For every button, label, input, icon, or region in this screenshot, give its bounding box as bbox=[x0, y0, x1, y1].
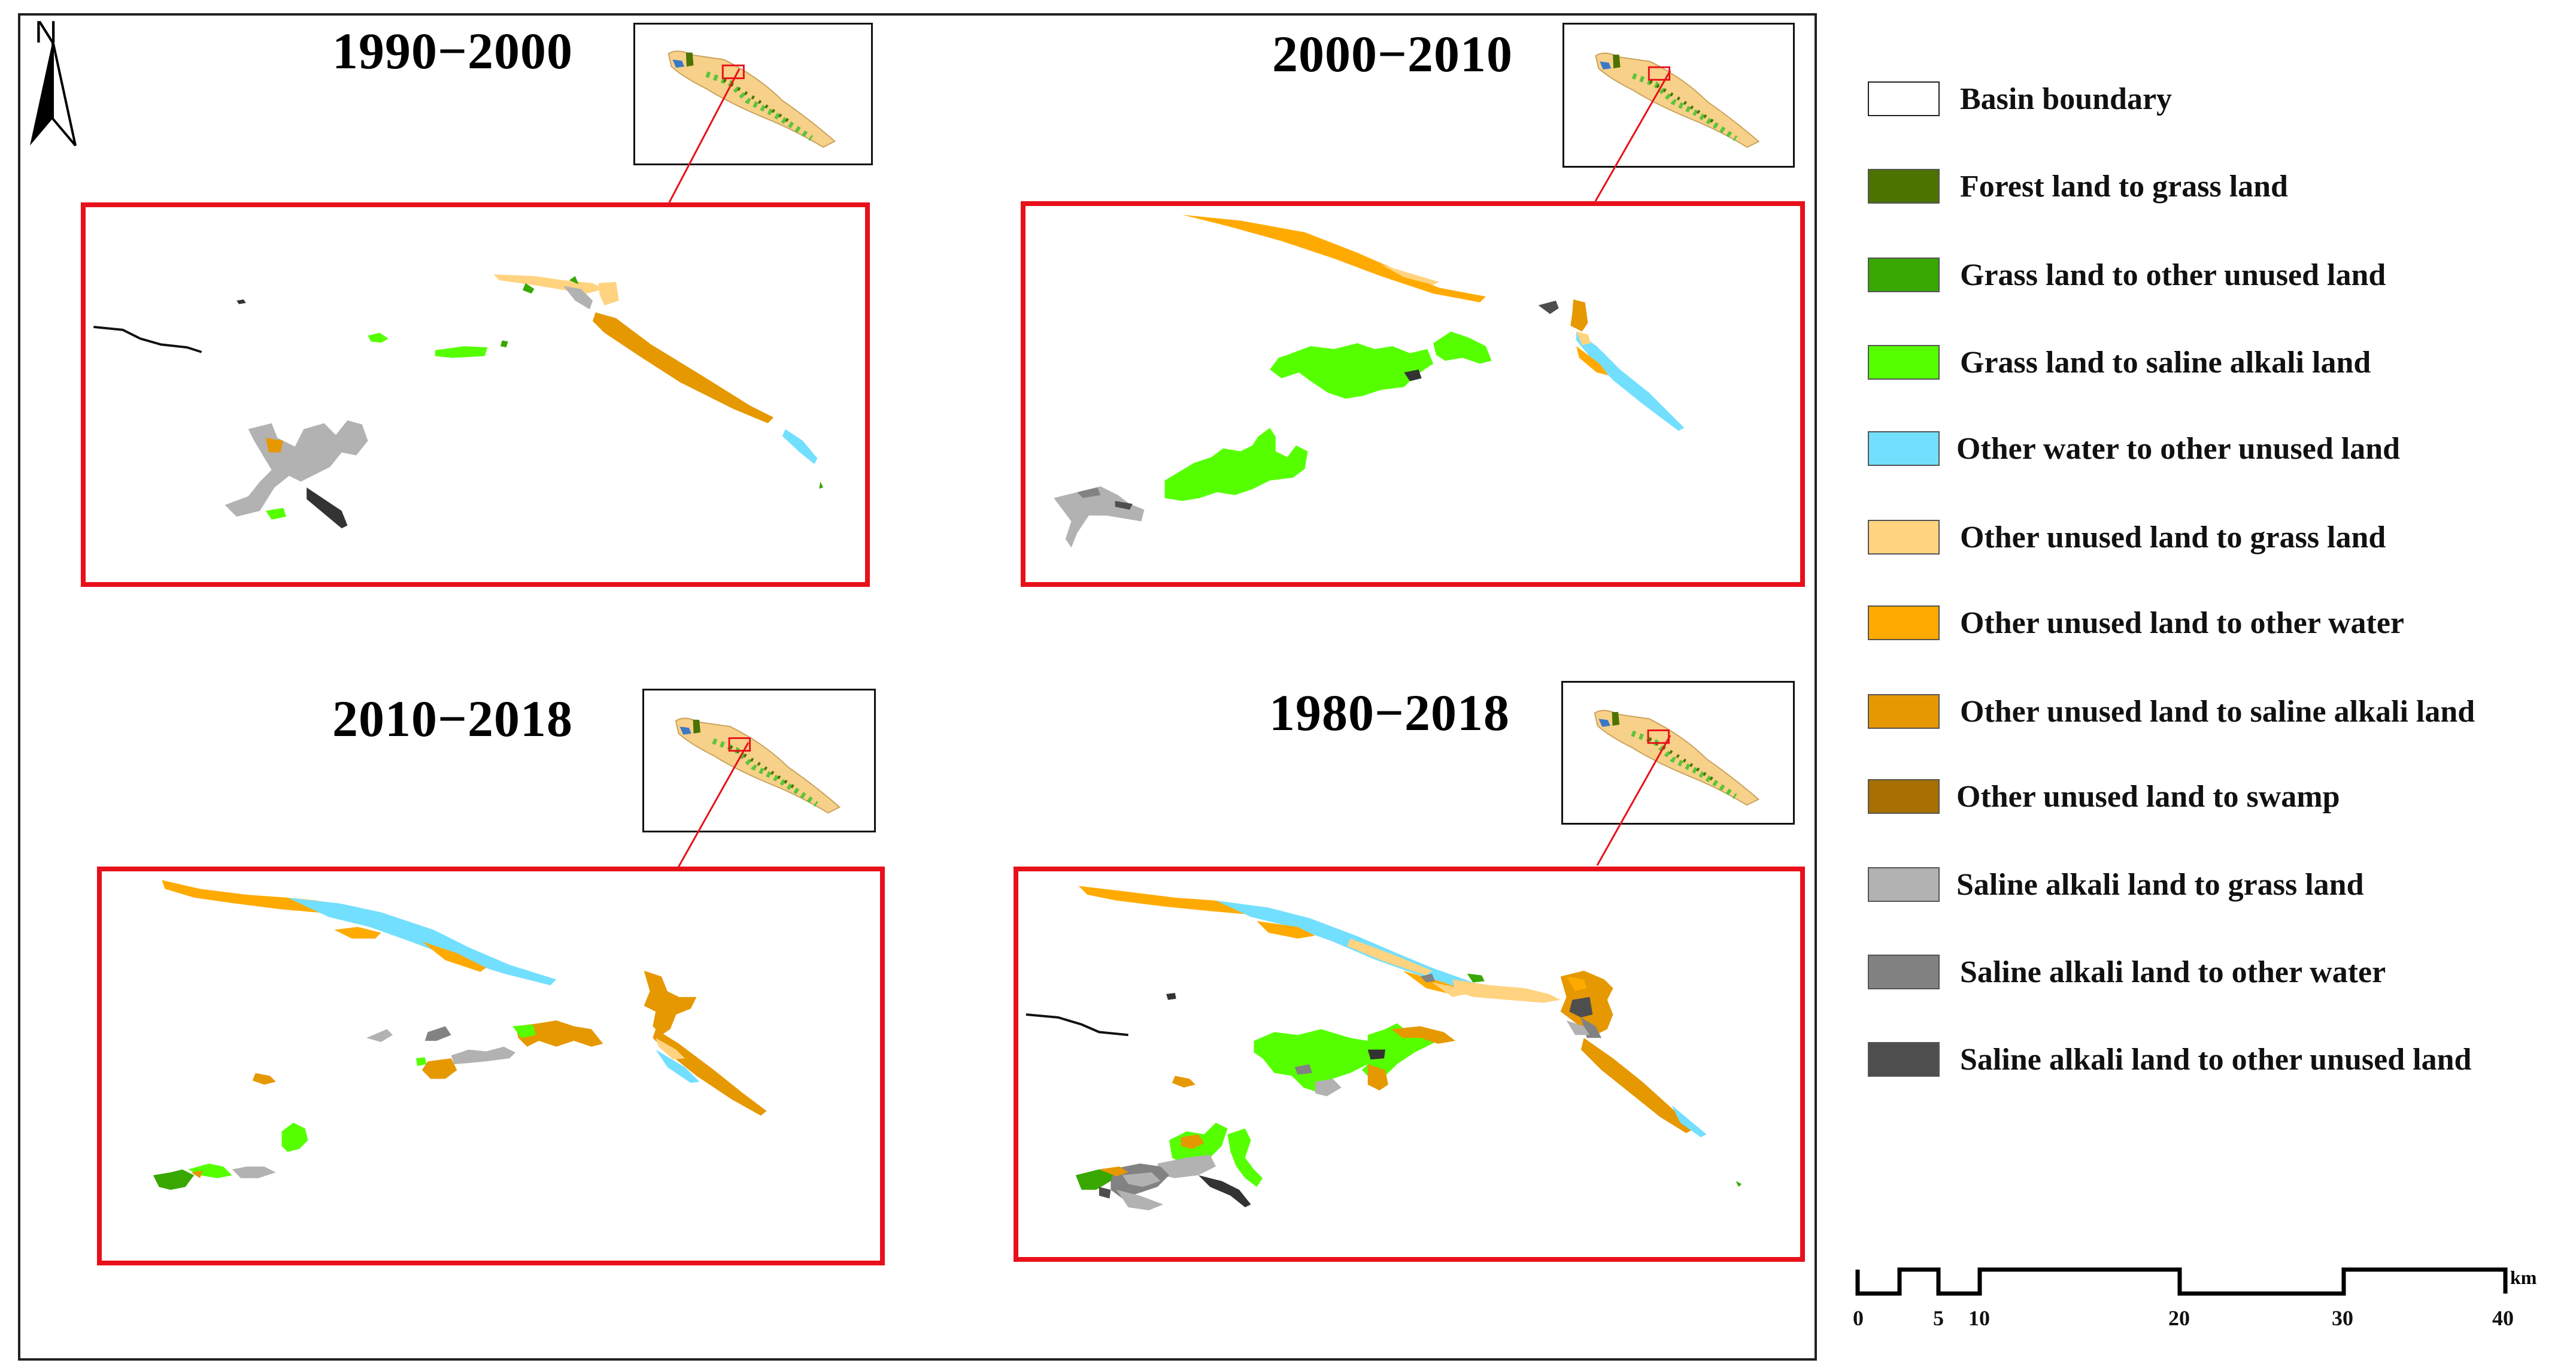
period-title-2010-2018: 2010−2018 bbox=[332, 690, 574, 747]
legend-label: Grass land to saline alkali land bbox=[1960, 345, 2371, 380]
legend-label: Other unused land to other water bbox=[1960, 605, 2404, 640]
legend-item-saline-to-grass: Saline alkali land to grass land bbox=[1868, 864, 2364, 905]
legend-label: Forest land to grass land bbox=[1960, 169, 2288, 204]
land-change-map-2000-2010 bbox=[1054, 214, 1685, 548]
locator-inset-1980-2018 bbox=[1561, 681, 1795, 825]
land-change-map-1980-2018 bbox=[1025, 886, 1742, 1210]
legend-item-grass-to-saline: Grass land to saline alkali land bbox=[1868, 341, 2371, 383]
locator-inset-2010-2018 bbox=[642, 689, 876, 832]
legend-item-unused-to-grass: Other unused land to grass land bbox=[1868, 516, 2386, 558]
locator-inset-1990-2000 bbox=[633, 23, 873, 165]
scale-tick-label: 10 bbox=[1968, 1306, 1990, 1330]
legend-label: Other water to other unused land bbox=[1956, 431, 2401, 466]
scale-bar: km 0 5 10 20 30 40 bbox=[1853, 1258, 2571, 1353]
legend-item-unused-to-saline: Other unused land to saline alkali land bbox=[1868, 690, 2475, 732]
scale-tick-label: 40 bbox=[2492, 1306, 2514, 1330]
basin-overview-map bbox=[1594, 710, 1760, 806]
basin-overview-map bbox=[1595, 52, 1760, 148]
zoom-panel-2010-2018 bbox=[97, 867, 885, 1265]
legend-label: Saline alkali land to grass land bbox=[1956, 867, 2364, 902]
scale-tick-label: 30 bbox=[2332, 1306, 2353, 1330]
scale-tick-label: 5 bbox=[1933, 1306, 1944, 1330]
map-frame bbox=[18, 13, 1817, 1361]
legend-item-water-to-unused: Other water to other unused land bbox=[1868, 428, 2400, 470]
land-change-map-2010-2018 bbox=[153, 880, 767, 1190]
legend-swatch bbox=[1868, 258, 1940, 292]
legend-swatch bbox=[1868, 694, 1940, 729]
legend-swatch bbox=[1868, 867, 1940, 902]
scale-bar-graphic bbox=[1855, 1267, 2508, 1296]
legend-label: Saline alkali land to other water bbox=[1960, 955, 2386, 989]
period-title-2000-2010: 2000−2010 bbox=[1272, 25, 1513, 83]
legend-item-unused-to-water: Other unused land to other water bbox=[1868, 602, 2404, 644]
legend-swatch bbox=[1868, 1042, 1940, 1077]
scale-tick-label: 0 bbox=[1853, 1306, 1864, 1330]
legend-swatch bbox=[1868, 779, 1940, 814]
legend-item-basin-boundary: Basin boundary bbox=[1868, 78, 2172, 120]
legend-label: Other unused land to swamp bbox=[1956, 779, 2340, 814]
legend-item-grass-to-unused: Grass land to other unused land bbox=[1868, 254, 2386, 296]
land-change-map-1990-2000 bbox=[93, 274, 824, 529]
legend-swatch bbox=[1868, 81, 1940, 116]
zoom-panel-1980-2018 bbox=[1014, 867, 1805, 1262]
locator-inset-2000-2010 bbox=[1562, 23, 1795, 168]
basin-overview-map bbox=[675, 717, 841, 814]
legend-swatch bbox=[1868, 169, 1940, 204]
north-arrow-icon bbox=[30, 40, 77, 147]
zoom-panel-2000-2010 bbox=[1021, 201, 1805, 587]
legend-swatch bbox=[1868, 955, 1940, 989]
scale-tick-label: 20 bbox=[2168, 1306, 2190, 1330]
basin-overview-map bbox=[667, 50, 836, 148]
scale-unit-label: km bbox=[2510, 1267, 2537, 1288]
legend-item-forest-to-grass: Forest land to grass land bbox=[1868, 165, 2288, 207]
legend-swatch bbox=[1868, 605, 1940, 640]
legend-label: Basin boundary bbox=[1960, 81, 2173, 116]
period-title-1990-2000: 1990−2000 bbox=[332, 22, 574, 80]
legend-item-unused-to-swamp: Other unused land to swamp bbox=[1868, 776, 2340, 817]
legend-label: Saline alkali land to other unused land bbox=[1960, 1042, 2472, 1077]
legend-label: Grass land to other unused land bbox=[1960, 258, 2386, 292]
legend-swatch bbox=[1868, 431, 1940, 466]
zoom-panel-1990-2000 bbox=[81, 202, 870, 587]
legend-item-saline-to-unused: Saline alkali land to other unused land bbox=[1868, 1038, 2471, 1080]
legend-swatch bbox=[1868, 520, 1940, 555]
legend-label: Other unused land to grass land bbox=[1960, 520, 2386, 555]
legend-label: Other unused land to saline alkali land bbox=[1960, 694, 2475, 729]
period-title-1980-2018: 1980−2018 bbox=[1269, 684, 1510, 741]
legend-swatch bbox=[1868, 345, 1940, 380]
legend-item-saline-to-water: Saline alkali land to other water bbox=[1868, 951, 2386, 993]
